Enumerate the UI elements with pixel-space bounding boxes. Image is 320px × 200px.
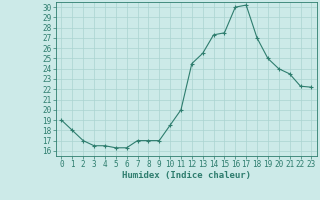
X-axis label: Humidex (Indice chaleur): Humidex (Indice chaleur) [122,171,251,180]
